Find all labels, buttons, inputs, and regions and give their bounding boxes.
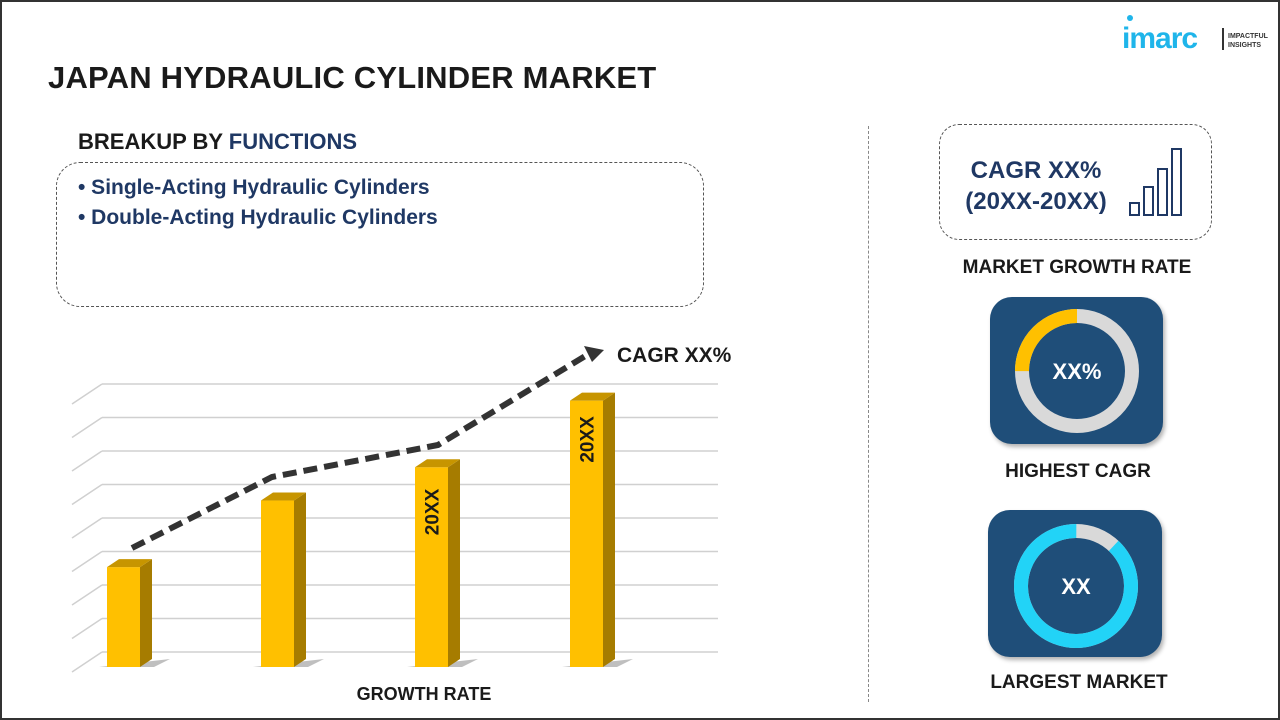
bar: 20XX [562, 392, 633, 667]
bar: 20XX [407, 459, 478, 667]
svg-text:IMPACTFUL: IMPACTFUL [1228, 33, 1269, 40]
segment-item: • Double-Acting Hydraulic Cylinders [78, 206, 438, 229]
largest-market-value: XX [1061, 574, 1091, 599]
bar [253, 492, 324, 667]
bar-side [140, 559, 152, 667]
gridline-depth [71, 651, 103, 673]
gridline-depth [71, 483, 103, 506]
bar-side [294, 492, 306, 667]
market-growth-label: MARKET GROWTH RATE [962, 257, 1192, 278]
segment-heading-prefix: BREAKUP BY [78, 129, 229, 154]
segment-heading: BREAKUP BY FUNCTIONS [78, 129, 357, 155]
gridline-depth [71, 584, 103, 606]
bar-side [448, 459, 460, 667]
chart-cagr-label: CAGR XX% [617, 344, 732, 367]
market-growth-box [939, 124, 1212, 240]
largest-market-donut [1014, 524, 1138, 648]
gridline-depth [71, 383, 103, 405]
svg-text:imarc: imarc [1122, 22, 1197, 54]
trend-arrow-icon [584, 346, 604, 362]
bar-label: 20XX [578, 416, 599, 463]
svg-text:INSIGHTS: INSIGHTS [1228, 42, 1261, 49]
gridline-depth [71, 416, 103, 439]
segment-box [56, 162, 704, 307]
largest-market-label: LARGEST MARKET [990, 672, 1168, 693]
gridline-depth [71, 617, 103, 640]
bar-side [603, 392, 615, 667]
market-growth-cagr: CAGR XX% [970, 157, 1102, 184]
trend-line [130, 349, 594, 551]
segment-item: • Single-Acting Hydraulic Cylinders [78, 176, 430, 199]
gridline-depth [71, 517, 103, 539]
chart-x-label: GROWTH RATE [356, 684, 492, 704]
highest-cagr-donut [1015, 309, 1139, 433]
market-growth-period: (20XX-20XX) [965, 188, 1107, 215]
segment-heading-highlight: FUNCTIONS [228, 129, 358, 154]
bar [99, 559, 170, 667]
bar-chart-icon [1129, 148, 1182, 216]
highest-cagr-value: XX% [1052, 359, 1102, 384]
page-title: JAPAN HYDRAULIC CYLINDER MARKET [48, 60, 657, 95]
highest-cagr-label: HIGHEST CAGR [1005, 461, 1151, 482]
divider [868, 126, 869, 702]
gridline-depth [71, 450, 103, 472]
growth-chart: 20XX 20XX [71, 346, 718, 673]
imarc-logo: imarc IMPACTFUL INSIGHTS [1122, 15, 1269, 54]
gridline-depth [71, 550, 103, 573]
bar-label: 20XX [423, 488, 444, 535]
